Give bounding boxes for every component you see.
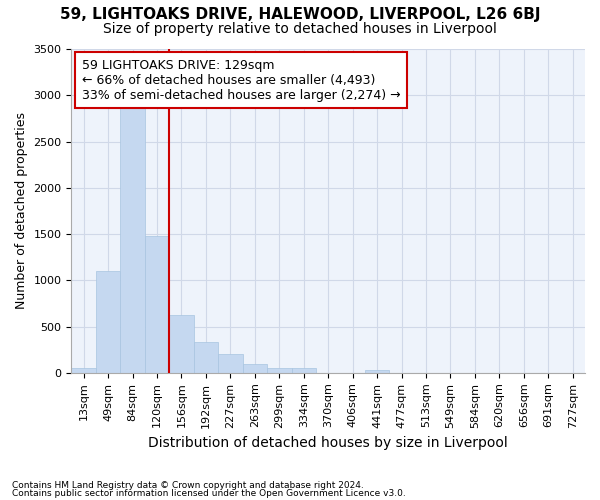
Bar <box>96 271 121 373</box>
Bar <box>267 368 292 373</box>
Y-axis label: Number of detached properties: Number of detached properties <box>15 112 28 310</box>
Bar <box>218 354 242 373</box>
Text: Contains public sector information licensed under the Open Government Licence v3: Contains public sector information licen… <box>12 488 406 498</box>
Text: 59 LIGHTOAKS DRIVE: 129sqm
← 66% of detached houses are smaller (4,493)
33% of s: 59 LIGHTOAKS DRIVE: 129sqm ← 66% of deta… <box>82 58 400 102</box>
Bar <box>121 108 145 373</box>
Text: Size of property relative to detached houses in Liverpool: Size of property relative to detached ho… <box>103 22 497 36</box>
X-axis label: Distribution of detached houses by size in Liverpool: Distribution of detached houses by size … <box>148 436 508 450</box>
Bar <box>242 364 267 373</box>
Bar <box>365 370 389 373</box>
Bar <box>292 368 316 373</box>
Text: 59, LIGHTOAKS DRIVE, HALEWOOD, LIVERPOOL, L26 6BJ: 59, LIGHTOAKS DRIVE, HALEWOOD, LIVERPOOL… <box>60 8 540 22</box>
Bar <box>194 342 218 373</box>
Bar <box>169 314 194 373</box>
Text: Contains HM Land Registry data © Crown copyright and database right 2024.: Contains HM Land Registry data © Crown c… <box>12 481 364 490</box>
Bar <box>71 368 96 373</box>
Bar <box>145 236 169 373</box>
